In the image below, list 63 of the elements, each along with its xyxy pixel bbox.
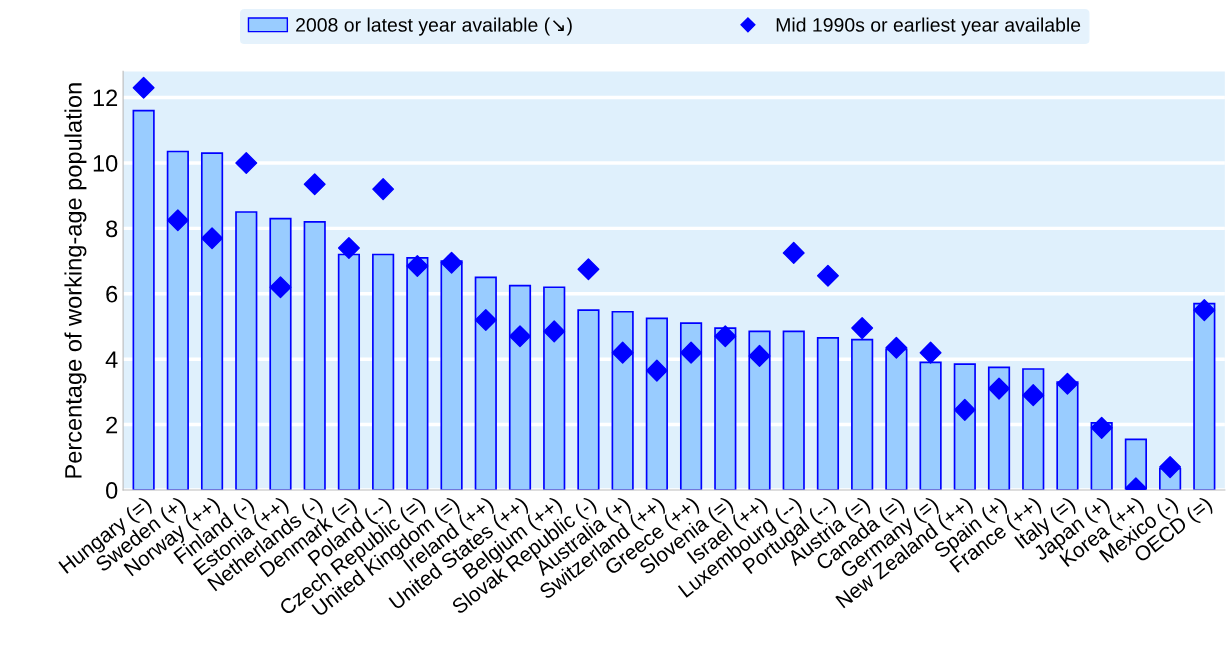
bar	[953, 363, 976, 490]
bar	[611, 310, 634, 490]
point	[269, 276, 292, 299]
point	[372, 178, 395, 201]
point	[337, 236, 360, 259]
point	[1090, 416, 1113, 439]
bar	[577, 309, 600, 490]
y-tick-label: 4	[105, 351, 118, 368]
point	[509, 325, 531, 348]
point	[440, 251, 463, 274]
point	[201, 227, 224, 250]
point	[885, 336, 908, 359]
bar	[543, 286, 566, 490]
point	[166, 209, 189, 232]
point	[543, 320, 566, 343]
legend-label: 2008 or latest year available (↘)	[296, 17, 572, 36]
point	[919, 341, 942, 364]
bar	[303, 220, 326, 490]
bar	[235, 211, 258, 490]
bar	[816, 337, 840, 490]
point	[816, 264, 839, 287]
point	[748, 344, 771, 367]
point	[611, 341, 634, 364]
point	[680, 341, 703, 364]
bar	[748, 330, 771, 490]
bar	[269, 217, 292, 490]
bar	[782, 330, 805, 490]
point	[303, 173, 326, 196]
point	[1056, 372, 1079, 395]
point	[235, 151, 258, 174]
point	[406, 254, 429, 277]
point	[577, 258, 600, 281]
y-tick-label: 8	[106, 220, 118, 238]
y-tick-label: 10	[93, 155, 118, 172]
legend-label: Mid 1990s or earliest year available	[776, 17, 1081, 36]
point	[988, 377, 1011, 400]
point	[1193, 299, 1216, 322]
bar	[200, 152, 224, 490]
bar	[406, 256, 429, 490]
y-tick-label: 2	[106, 416, 118, 434]
y-axis-title: Percentage of working-age population	[64, 83, 87, 478]
bar	[474, 276, 497, 490]
point	[645, 359, 668, 382]
bar	[714, 327, 737, 490]
bar	[1193, 302, 1216, 490]
y-tick-label: 0	[106, 482, 118, 499]
point	[1022, 384, 1045, 407]
point	[714, 325, 737, 348]
bar	[679, 322, 703, 490]
bar	[166, 150, 189, 490]
point	[132, 76, 155, 99]
point	[782, 241, 805, 264]
point	[953, 398, 976, 421]
bar	[132, 109, 155, 490]
y-tick-label: 6	[106, 285, 118, 303]
bar	[372, 253, 395, 490]
y-tick-label: 12	[93, 89, 118, 107]
point	[474, 308, 497, 331]
point	[851, 317, 874, 340]
bar	[645, 317, 668, 490]
bar	[1022, 368, 1045, 490]
bar	[508, 284, 532, 490]
point	[1159, 456, 1182, 479]
